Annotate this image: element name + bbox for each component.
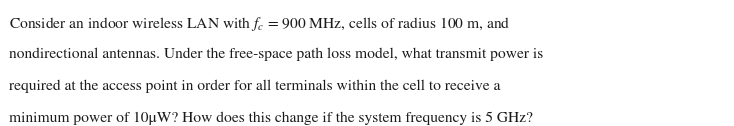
Text: Consider an indoor wireless LAN with $f_c$ = 900 MHz, cells of radius 100 m, and: Consider an indoor wireless LAN with $f_… [9,15,510,33]
Text: nondirectional antennas. Under the free-space path loss model, what transmit pow: nondirectional antennas. Under the free-… [9,47,543,61]
Text: required at the access point in order for all terminals within the cell to recei: required at the access point in order fo… [9,79,500,93]
Text: minimum power of 10μW? How does this change if the system frequency is 5 GHz?: minimum power of 10μW? How does this cha… [9,112,533,125]
